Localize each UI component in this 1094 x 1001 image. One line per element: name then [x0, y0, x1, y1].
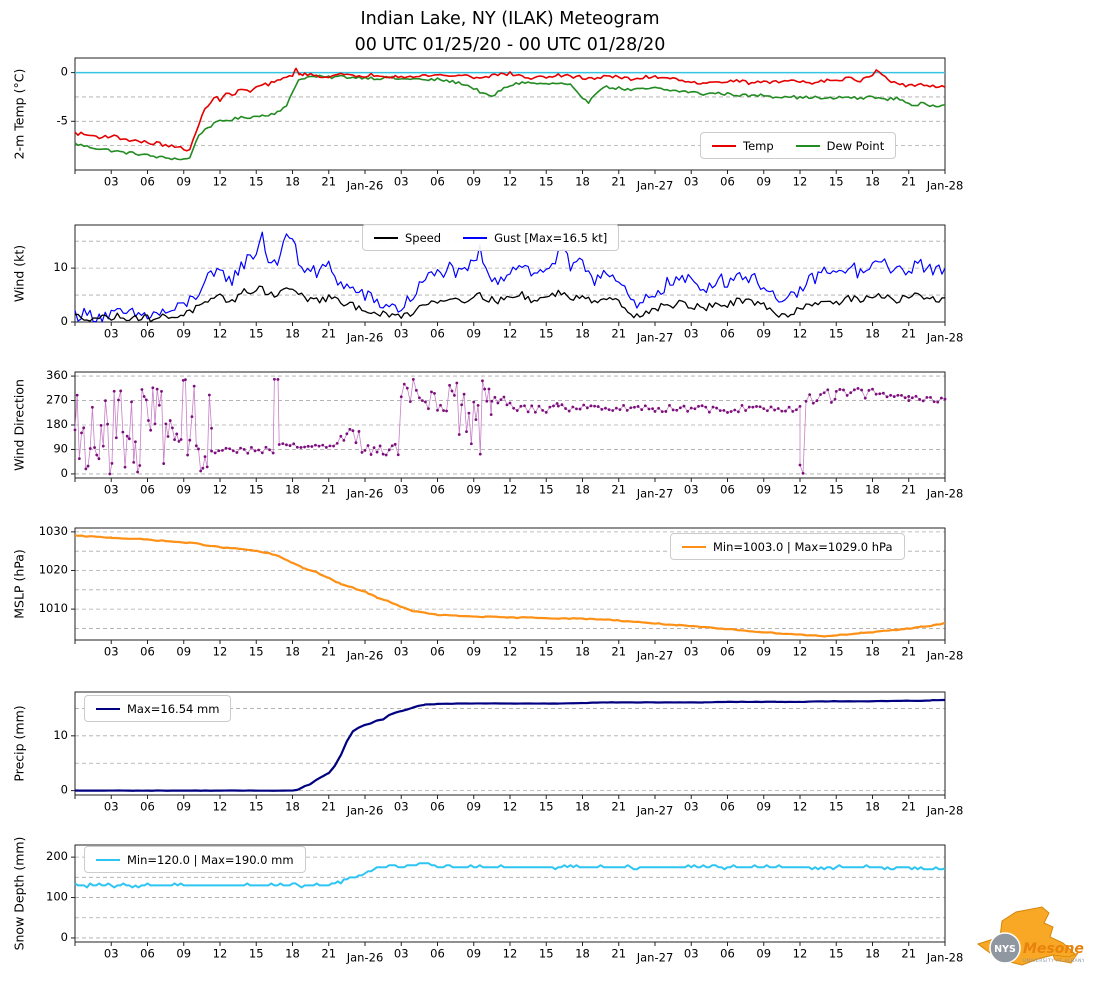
- logo-name-text: Mesonet: [1023, 941, 1084, 957]
- speed-legend-label: Speed: [405, 230, 442, 245]
- speed-line-sample: [374, 236, 398, 239]
- dewpoint-legend-item: Dew Point: [795, 138, 885, 153]
- logo-org-text: NYS: [994, 944, 1016, 955]
- precip-legend-label: Max=16.54 mm: [127, 701, 220, 716]
- nys-mesonet-logo: NYS Mesonet UNIVERSITY AT ALBANY: [976, 906, 1084, 966]
- temp-legend: Temp Dew Point: [700, 132, 897, 159]
- snow-legend-item: Min=120.0 | Max=190.0 mm: [96, 853, 294, 867]
- precip-legend-item: Max=16.54 mm: [96, 702, 219, 716]
- snow-line-sample: [96, 858, 120, 861]
- dewpoint-line-sample: [795, 144, 820, 147]
- long-island-shape-icon: [1052, 952, 1080, 964]
- chart-title-line1: Indian Lake, NY (ILAK) Meteogram: [360, 9, 660, 29]
- temp-line-sample: [712, 144, 736, 147]
- mslp-line-sample: [682, 545, 706, 548]
- precip-line-sample: [96, 707, 120, 710]
- chart-title: Indian Lake, NY (ILAK) Meteogram 00 UTC …: [75, 6, 945, 58]
- mslp-legend: Min=1003.0 | Max=1029.0 hPa: [670, 533, 905, 560]
- snow-legend: Min=120.0 | Max=190.0 mm: [84, 846, 306, 873]
- speed-legend-item: Speed: [374, 231, 441, 245]
- temp-legend-label: Temp: [743, 138, 774, 153]
- gust-line-sample: [463, 236, 488, 239]
- chart-title-line2: 00 UTC 01/25/20 - 00 UTC 01/28/20: [354, 35, 666, 55]
- mslp-legend-item: Min=1003.0 | Max=1029.0 hPa: [682, 540, 893, 554]
- temp-legend-item: Temp: [712, 139, 774, 153]
- wind-legend: Speed Gust [Max=16.5 kt]: [362, 224, 620, 251]
- dewpoint-legend-label: Dew Point: [826, 138, 885, 153]
- nys-roundel-icon: [989, 932, 1021, 964]
- snow-legend-label: Min=120.0 | Max=190.0 mm: [127, 852, 294, 867]
- gust-legend-label: Gust [Max=16.5 kt]: [494, 230, 608, 245]
- precip-legend: Max=16.54 mm: [84, 695, 232, 722]
- gust-legend-item: Gust [Max=16.5 kt]: [463, 231, 607, 245]
- mslp-legend-label: Min=1003.0 | Max=1029.0 hPa: [713, 539, 893, 554]
- logo-caption-text: UNIVERSITY AT ALBANY: [1023, 958, 1084, 964]
